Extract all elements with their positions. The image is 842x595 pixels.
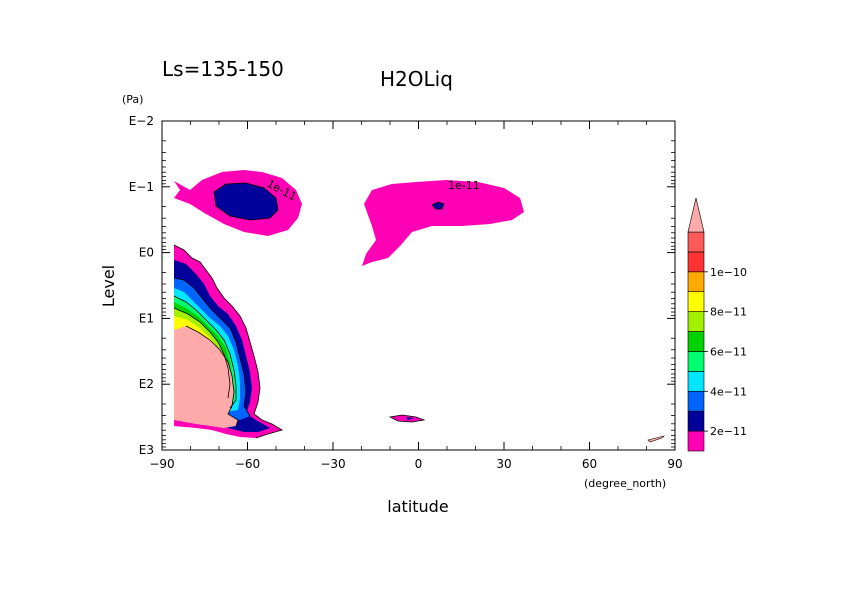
- x-tick-label: −90: [149, 457, 174, 471]
- y-axis: E−2 E−1 E0 E1 E2 E3: [129, 114, 675, 457]
- y-tick-label: E3: [139, 443, 154, 457]
- colorbar-band: [687, 410, 705, 432]
- x-tick-label: 90: [667, 457, 682, 471]
- y-axis-units: (Pa): [122, 93, 143, 106]
- colorbar-band: [687, 271, 705, 293]
- x-tick-label: 30: [496, 457, 511, 471]
- colorbar: 2e−11 4e−11 6e−11 8e−11 1e−10: [687, 197, 747, 452]
- x-tick-label: 0: [415, 457, 423, 471]
- colorbar-label: 8e−11: [710, 306, 747, 319]
- contour-label: 1e-11: [448, 179, 480, 192]
- y-axis-title: Level: [99, 265, 118, 307]
- x-axis-units: (degree_north): [584, 477, 666, 490]
- contour-line: [173, 277, 251, 417]
- cloud-upper-left-level-2: [214, 183, 278, 220]
- colorbar-label: 6e−11: [710, 345, 747, 358]
- colorbar-band: [687, 231, 705, 253]
- colorbar-band: [687, 331, 705, 352]
- contour-line: [173, 307, 231, 399]
- x-tick-label: 60: [582, 457, 597, 471]
- contour-lines: [173, 182, 445, 439]
- contour-line: [173, 295, 237, 409]
- colorbar-band: [687, 291, 705, 312]
- x-tick-label: −30: [320, 457, 345, 471]
- colorbar-label: 4e−11: [710, 385, 747, 398]
- contour-line: [388, 414, 426, 423]
- x-axis: −90 −60 −30 0 30 60 90: [149, 121, 683, 471]
- colorbar-band: [687, 351, 705, 372]
- y-tick-label: E−2: [129, 114, 154, 128]
- colorbar-band: [687, 251, 705, 273]
- cloud-upper-right-level-1: [362, 180, 524, 266]
- colorbar-label: 2e−11: [710, 425, 747, 438]
- contour-line: [213, 182, 279, 221]
- y-tick-label: E−1: [129, 180, 154, 194]
- contour-line: [173, 244, 283, 439]
- contour-line: [431, 201, 445, 210]
- colorbar-band: [687, 311, 705, 332]
- contour-fills: [174, 170, 665, 443]
- colorbar-band: [687, 430, 705, 452]
- colorbar-band: [687, 371, 705, 392]
- polar-region-core: [174, 326, 238, 428]
- colorbar-label: 1e−10: [710, 266, 747, 279]
- y-tick-label: E2: [139, 377, 154, 391]
- colorbar-band: [687, 390, 705, 412]
- contour-line: [185, 325, 239, 427]
- y-tick-label: E1: [139, 311, 154, 325]
- colorbar-extend-arrow: [687, 197, 705, 233]
- y-tick-label: E0: [139, 246, 154, 260]
- x-tick-label: −60: [235, 457, 260, 471]
- north-pole-sliver: [647, 435, 665, 443]
- equator-surface-patch-core: [406, 417, 414, 420]
- chart-subtitle: Ls=135-150: [162, 57, 284, 81]
- x-axis-title: latitude: [387, 497, 448, 516]
- chart-title: H2OLiq: [380, 67, 453, 91]
